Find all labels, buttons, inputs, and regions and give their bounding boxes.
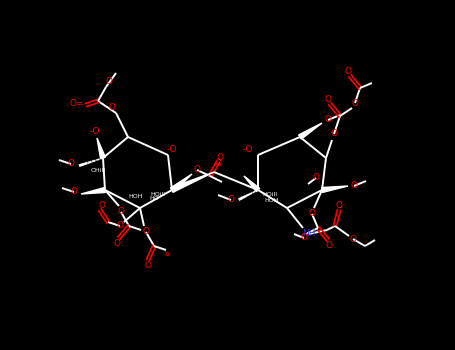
Text: O: O xyxy=(330,130,338,139)
Polygon shape xyxy=(171,174,192,192)
Text: O: O xyxy=(142,228,150,237)
Text: HOill: HOill xyxy=(263,191,278,196)
Text: O: O xyxy=(352,98,359,107)
Text: O: O xyxy=(324,116,332,125)
Text: b-: b- xyxy=(165,251,172,257)
Text: -O: -O xyxy=(167,146,177,154)
Text: O: O xyxy=(324,94,332,104)
Text: HOill: HOill xyxy=(151,191,166,196)
Text: O: O xyxy=(193,166,201,175)
Text: OHill: OHill xyxy=(91,168,106,173)
Text: -O: -O xyxy=(243,146,253,154)
Text: O: O xyxy=(214,160,222,168)
Text: O: O xyxy=(217,153,223,161)
Text: O: O xyxy=(335,201,343,210)
Text: O: O xyxy=(108,103,116,112)
Text: O: O xyxy=(228,196,234,204)
Text: O: O xyxy=(113,238,121,247)
Polygon shape xyxy=(171,172,214,192)
Text: O: O xyxy=(98,202,106,210)
Text: O: O xyxy=(344,66,352,76)
Text: O=: O= xyxy=(70,98,84,107)
Polygon shape xyxy=(244,176,260,192)
Text: O: O xyxy=(67,160,75,168)
Text: O: O xyxy=(106,77,112,86)
Text: O: O xyxy=(71,188,77,196)
Text: HOH: HOH xyxy=(129,194,143,198)
Text: O: O xyxy=(117,208,125,217)
Text: O: O xyxy=(308,210,315,218)
Text: O: O xyxy=(300,233,308,243)
Text: O: O xyxy=(350,182,358,190)
Text: NH: NH xyxy=(302,230,316,238)
Polygon shape xyxy=(81,188,106,194)
Text: O: O xyxy=(145,260,152,270)
Text: O: O xyxy=(325,240,333,250)
Text: O: O xyxy=(116,222,123,231)
Text: HO: HO xyxy=(149,196,159,201)
Text: -O: -O xyxy=(90,127,100,136)
Polygon shape xyxy=(322,186,348,193)
Polygon shape xyxy=(298,123,322,139)
Text: HOH: HOH xyxy=(265,197,279,203)
Polygon shape xyxy=(97,138,106,159)
Text: O: O xyxy=(313,174,319,182)
Text: O: O xyxy=(349,234,357,244)
